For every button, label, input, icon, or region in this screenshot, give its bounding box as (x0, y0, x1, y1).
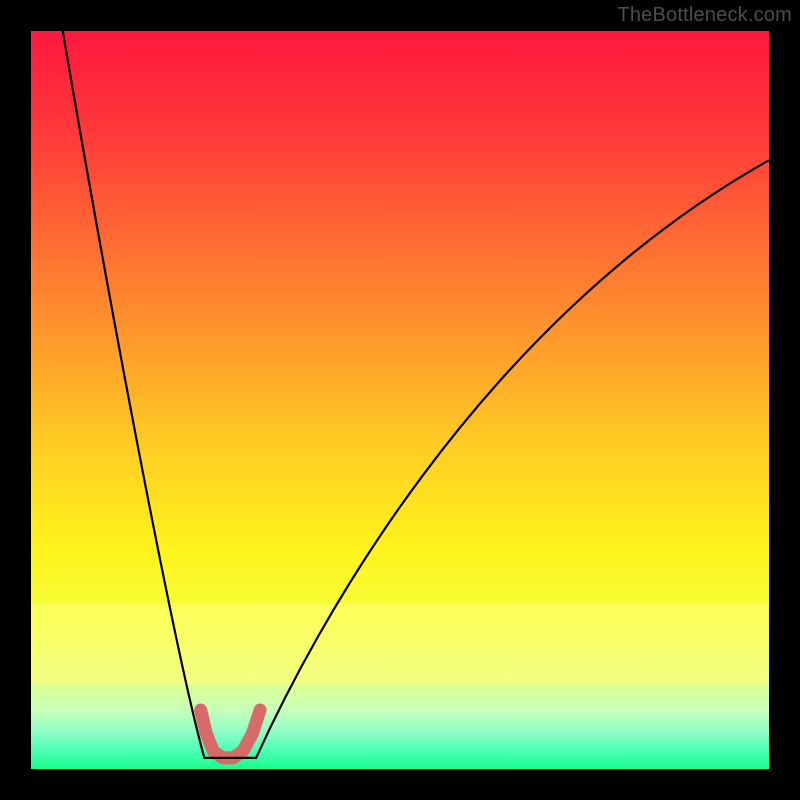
watermark-text: TheBottleneck.com (617, 4, 792, 27)
highlight-band (31, 603, 769, 684)
stage: TheBottleneck.com (0, 0, 800, 800)
chart-svg (0, 0, 800, 800)
